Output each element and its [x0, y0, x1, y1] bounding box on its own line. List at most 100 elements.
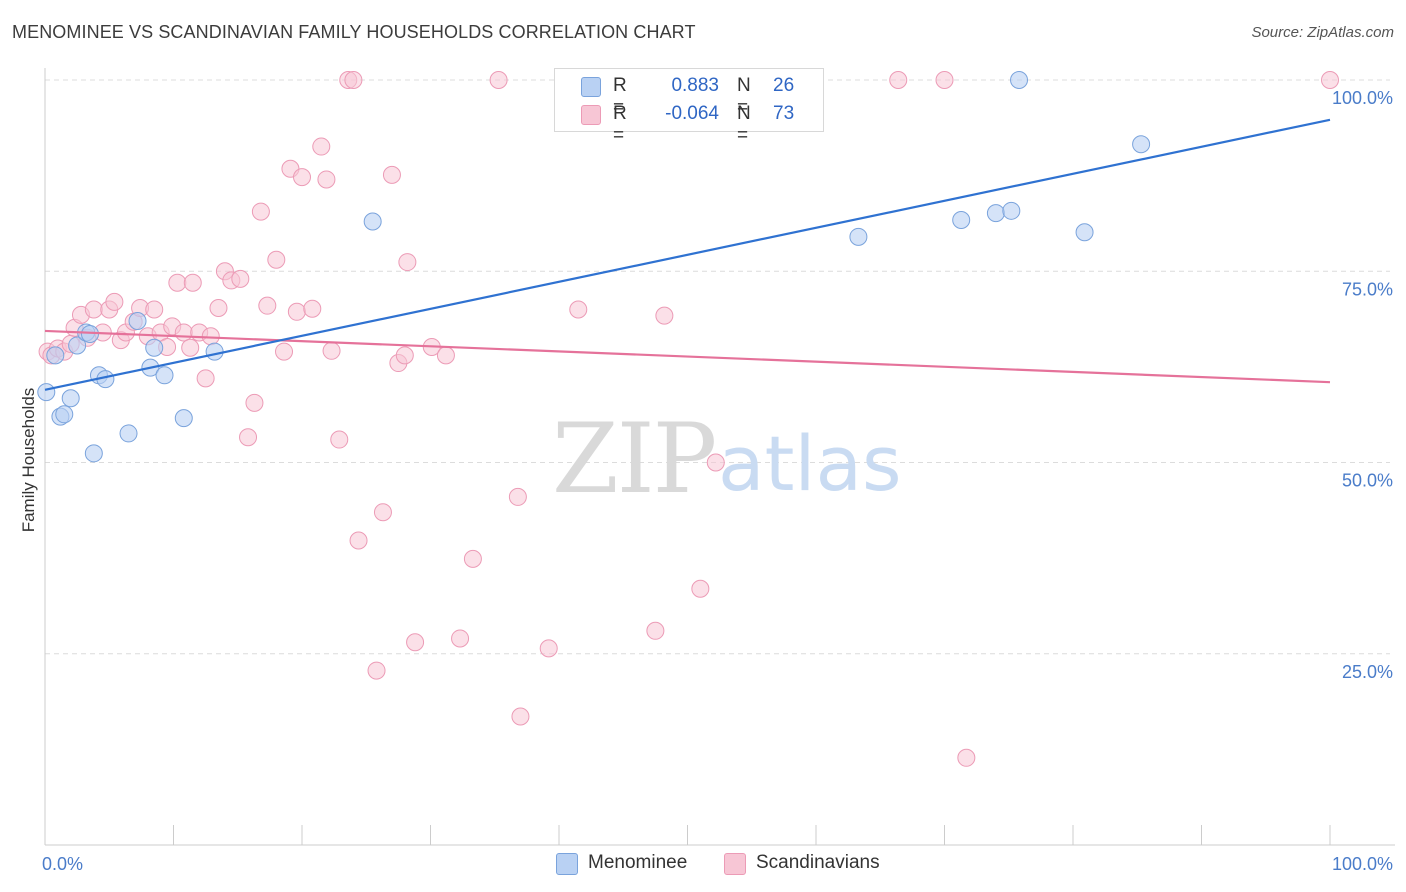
scandinavian-point [349, 531, 368, 550]
legend-n-label: N = [737, 75, 751, 118]
scandinavian-point [196, 369, 215, 388]
scandinavian-point [287, 302, 306, 321]
scandinavian-point [312, 137, 331, 156]
y-tick-label: 50.0% [1342, 471, 1393, 491]
menominee-point [849, 227, 868, 246]
menominee-point [986, 204, 1005, 223]
legend-n-value: 26 [773, 75, 795, 96]
tick-labels: 25.0% 50.0% 75.0% 100.0% 0.0% 100.0% [42, 88, 1393, 874]
menominee-point [1002, 201, 1021, 220]
scandinavian-point [508, 487, 527, 506]
bottom-legend-scandinavians-label: Scandinavians [756, 852, 880, 873]
menominee-point [363, 212, 382, 231]
menominee-point [61, 389, 80, 408]
scandinavian-point [406, 633, 425, 652]
menominee-point [84, 444, 103, 463]
watermark-atlas: atlas [718, 419, 902, 508]
menominee-point [68, 336, 87, 355]
scandinavian-point [105, 292, 124, 311]
scandinavian-point [231, 269, 250, 288]
scandinavian-point [539, 639, 558, 658]
watermark-zip: ZIP [552, 403, 715, 515]
menominee-swatch-icon [581, 77, 601, 97]
scandinavian-point [258, 296, 277, 315]
menominee-point [155, 366, 174, 385]
scandinavian-point [889, 71, 908, 89]
menominee-point [55, 405, 74, 424]
scandinavian-point [330, 430, 349, 449]
menominee-point [46, 346, 65, 365]
bottom-legend-menominee-label: Menominee [588, 852, 688, 873]
menominee-point [128, 311, 147, 330]
legend-r-label: R = [613, 103, 627, 146]
menominee-points [37, 71, 1151, 463]
scandinavian-point [267, 250, 286, 269]
chart-title: MENOMINEE VS SCANDINAVIAN FAMILY HOUSEHO… [12, 22, 696, 42]
scandinavian-point [84, 300, 103, 319]
scandinavian-point [303, 299, 322, 318]
axes-layer [44, 68, 1395, 846]
x-tick-label-max: 100.0% [1332, 854, 1393, 874]
scandinavian-point [317, 170, 336, 189]
scandinavian-point [344, 71, 363, 89]
trend-lines [44, 118, 1331, 391]
scandinavian-swatch-icon [581, 105, 601, 125]
scandinavian-point [251, 202, 270, 221]
scandinavian-point [145, 300, 164, 319]
scandinavian-point [209, 298, 228, 317]
scandinavian-point [935, 71, 954, 89]
grid-layer [45, 79, 1390, 655]
legend-r-label: R = [613, 75, 627, 118]
scandinavian-point [451, 629, 470, 648]
legend-n-value: 73 [773, 103, 795, 124]
y-tick-label: 75.0% [1342, 279, 1393, 299]
scandinavian-point [239, 428, 258, 447]
scandinavian-point [322, 341, 341, 360]
scandinavian-point [706, 453, 725, 472]
menominee-point [205, 342, 224, 361]
scandinavian-point [398, 253, 417, 272]
correlation-legend: R = 0.883 N = 26 R = -0.064 N = 73 [554, 68, 824, 146]
menominee-point [952, 210, 971, 229]
scandinavian-point [957, 748, 976, 767]
scandinavian-point [436, 346, 455, 365]
y-tick-label: 100.0% [1332, 88, 1393, 108]
menominee-point [1132, 135, 1151, 154]
scandinavian-point [245, 393, 264, 412]
scandinavian-point [511, 707, 530, 726]
menominee-trend-line [44, 118, 1331, 391]
scandinavian-point [1321, 71, 1339, 89]
menominee-point [37, 383, 56, 402]
menominee-swatch-icon [556, 853, 578, 875]
legend-r-value: 0.883 [671, 75, 719, 96]
scandinavian-point [275, 342, 294, 361]
scandinavian-point [168, 273, 187, 292]
scandinavian-point [489, 71, 508, 89]
x-tick-label-min: 0.0% [42, 854, 83, 874]
scandinavian-point [569, 300, 588, 319]
scandinavian-point [646, 621, 665, 640]
menominee-point [174, 409, 193, 428]
menominee-point [1010, 71, 1029, 89]
scandinavian-point [181, 338, 200, 357]
y-axis-label: Family Households [19, 388, 38, 533]
scandinavian-point [367, 661, 386, 680]
y-tick-label: 25.0% [1342, 662, 1393, 682]
scandinavian-point [655, 306, 674, 325]
scandinavian-point [382, 165, 401, 184]
scandinavian-point [373, 503, 392, 522]
legend-r-value: -0.064 [665, 103, 719, 124]
watermark: ZIP atlas [552, 403, 902, 515]
menominee-point [145, 338, 164, 357]
scandinavian-swatch-icon [724, 853, 746, 875]
scandinavian-trend-line [44, 329, 1331, 384]
source-note: Source: ZipAtlas.com [1251, 24, 1394, 41]
scandinavian-point [174, 323, 193, 342]
scandinavian-point [293, 168, 311, 187]
scandinavian-point [691, 579, 710, 598]
menominee-point [119, 424, 138, 443]
scandinavian-point [395, 346, 414, 365]
legend-n-label: N = [737, 103, 751, 146]
scandinavian-point [183, 273, 202, 292]
